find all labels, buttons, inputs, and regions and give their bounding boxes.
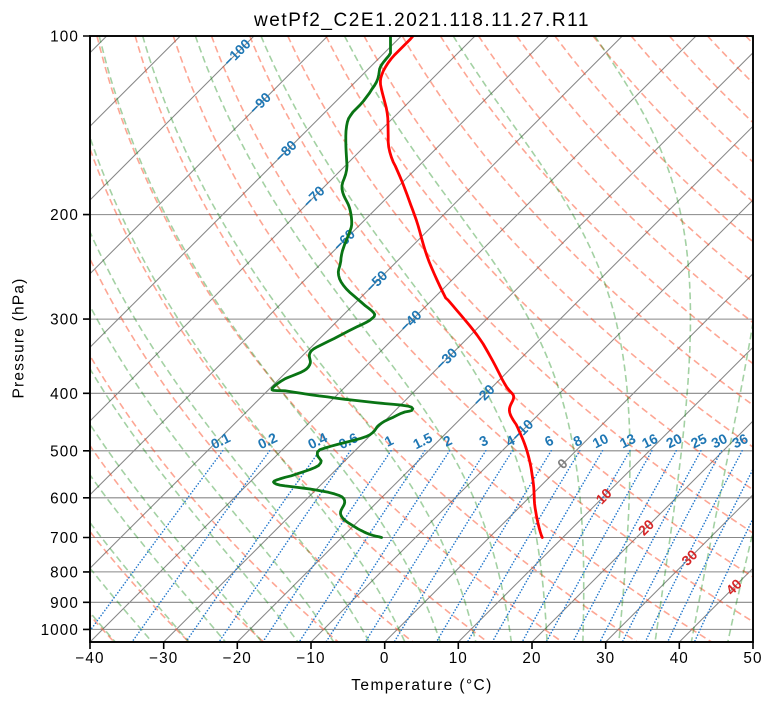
svg-text:900: 900	[50, 595, 79, 612]
svg-text:−10: −10	[296, 650, 325, 667]
svg-text:1.5: 1.5	[410, 429, 435, 452]
svg-text:200: 200	[50, 207, 79, 224]
svg-text:Temperature (°C): Temperature (°C)	[351, 677, 492, 694]
svg-text:300: 300	[50, 312, 79, 329]
svg-text:30: 30	[596, 650, 615, 667]
svg-text:30: 30	[709, 430, 730, 451]
svg-text:100: 100	[50, 29, 79, 46]
svg-text:20: 20	[663, 430, 684, 451]
svg-text:−40: −40	[75, 650, 104, 667]
svg-text:0.1: 0.1	[208, 429, 233, 452]
svg-text:10: 10	[590, 430, 611, 451]
svg-text:36: 36	[729, 430, 750, 451]
svg-text:10: 10	[449, 650, 468, 667]
svg-text:0.4: 0.4	[305, 429, 330, 452]
svg-text:Pressure (hPa): Pressure (hPa)	[11, 277, 28, 398]
svg-text:16: 16	[639, 430, 660, 451]
svg-text:40: 40	[670, 650, 689, 667]
svg-text:0.2: 0.2	[255, 429, 280, 452]
svg-text:50: 50	[743, 650, 762, 667]
svg-text:400: 400	[50, 386, 79, 403]
svg-text:wetPf2_C2E1.2021.118.11.27.R11: wetPf2_C2E1.2021.118.11.27.R11	[253, 10, 590, 31]
svg-text:800: 800	[50, 564, 79, 581]
svg-text:13: 13	[617, 430, 638, 451]
svg-text:0: 0	[380, 650, 390, 667]
svg-text:700: 700	[50, 530, 79, 547]
svg-text:20: 20	[522, 650, 541, 667]
svg-text:−30: −30	[149, 650, 178, 667]
svg-text:25: 25	[688, 430, 709, 451]
svg-text:1000: 1000	[41, 622, 79, 639]
svg-text:−20: −20	[223, 650, 252, 667]
svg-text:600: 600	[50, 490, 79, 507]
svg-text:500: 500	[50, 443, 79, 460]
